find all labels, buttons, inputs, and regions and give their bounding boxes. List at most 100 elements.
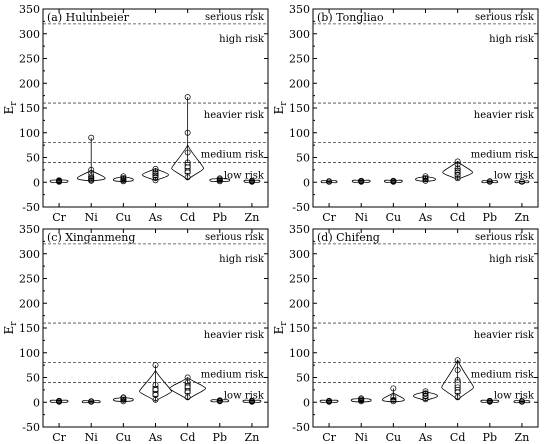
y-tick-label: 200 [19, 77, 40, 90]
data-point [422, 396, 429, 403]
risk-label: high risk [489, 34, 535, 45]
y-tick-label: -50 [292, 421, 310, 434]
risk-label: medium risk [201, 150, 265, 161]
y-axis-label: Er [272, 101, 289, 115]
y-axis-label-sub: r [9, 101, 19, 106]
violin-Cu [112, 394, 134, 405]
y-tick-label: 100 [19, 127, 40, 140]
x-tick-label: Ni [85, 211, 99, 224]
risk-label: heavier risk [474, 110, 535, 121]
data-point [454, 165, 461, 172]
risk-label: serious risk [475, 232, 535, 243]
y-tick-label: 50 [296, 152, 310, 165]
y-tick-label: 50 [296, 372, 310, 385]
data-point [56, 397, 63, 404]
risk-label: medium risk [201, 370, 265, 381]
y-tick-label: 350 [19, 223, 40, 236]
data-point [248, 397, 255, 404]
y-tick-label: 0 [303, 176, 310, 189]
data-point [152, 165, 159, 172]
y-tick-label: 0 [33, 176, 40, 189]
y-axis-label-main: E [2, 106, 16, 115]
data-point [120, 396, 127, 403]
panel-title: (d) Chifeng [317, 231, 380, 244]
data-point [454, 367, 461, 374]
data-point [454, 169, 461, 176]
data-point [486, 397, 493, 404]
y-tick-label: -50 [22, 421, 40, 434]
risk-label: high risk [489, 254, 535, 265]
data-point [152, 170, 159, 177]
data-point [120, 394, 127, 401]
data-point [454, 172, 461, 179]
x-tick-label: Cr [52, 431, 66, 444]
y-tick-label: 150 [289, 102, 310, 115]
violin-Cd [169, 374, 207, 401]
x-tick-label: Pb [483, 211, 497, 224]
x-tick-label: As [148, 211, 163, 224]
data-point [358, 177, 365, 184]
panel-1: low risk medium risk heavier risk high risk… [2, 3, 269, 224]
risk-label: high risk [219, 254, 265, 265]
y-tick-label: 50 [26, 152, 40, 165]
risk-label: heavier risk [204, 110, 265, 121]
risk-label: low risk [494, 390, 535, 401]
x-tick-label: Pb [213, 211, 227, 224]
panel-2: low risk medium risk heavier risk high risk… [272, 3, 539, 224]
y-tick-label: 350 [289, 3, 310, 16]
y-axis-label-sub: r [9, 321, 19, 326]
data-point [454, 357, 461, 364]
x-tick-label: Ni [355, 431, 369, 444]
violin-Cr [49, 177, 69, 185]
y-tick-label: 300 [289, 248, 310, 261]
x-tick-label: As [418, 211, 433, 224]
iqr-box [152, 170, 159, 178]
y-tick-label: 100 [289, 347, 310, 360]
x-tick-label: Cd [180, 211, 195, 224]
data-point [120, 398, 127, 405]
panel-4: low risk medium risk heavier risk high risk… [272, 223, 539, 444]
violin-Zn [513, 398, 531, 405]
risk-label: medium risk [471, 150, 535, 161]
data-point [518, 398, 525, 405]
data-point [422, 177, 429, 184]
data-point [152, 362, 159, 369]
y-tick-label: 50 [26, 372, 40, 385]
x-tick-label: Zn [515, 211, 530, 224]
violin-As [139, 362, 172, 403]
x-tick-label: Cu [116, 211, 132, 224]
y-axis-label-main: E [2, 326, 16, 335]
y-tick-label: 0 [303, 396, 310, 409]
y-tick-label: 300 [19, 28, 40, 41]
risk-label: low risk [494, 170, 535, 181]
y-tick-label: 250 [289, 273, 310, 286]
x-tick-label: Cd [450, 431, 465, 444]
x-tick-label: Zn [245, 211, 260, 224]
data-point [120, 176, 127, 183]
violin-Zn [514, 178, 530, 185]
data-point [390, 396, 397, 403]
x-tick-label: As [148, 431, 163, 444]
y-axis-label-sub: r [279, 101, 289, 106]
data-point [88, 398, 95, 405]
violin-Cr [49, 397, 69, 405]
data-point [518, 178, 525, 185]
violin-Cd [171, 94, 205, 181]
y-axis-label: Er [2, 101, 19, 115]
risk-label: medium risk [471, 370, 535, 381]
violin-Cu [383, 177, 403, 185]
violin-Cu [381, 385, 405, 405]
x-tick-label: Cd [450, 211, 465, 224]
x-tick-label: Pb [213, 431, 227, 444]
x-tick-label: Ni [355, 211, 369, 224]
risk-label: heavier risk [474, 330, 535, 341]
data-point [216, 397, 223, 404]
risk-label: low risk [224, 170, 265, 181]
panel-3: low risk medium risk heavier risk high risk… [2, 223, 269, 444]
x-tick-label: Ni [85, 431, 99, 444]
data-point [454, 158, 461, 165]
violin-Pb [210, 397, 230, 405]
violin-Ni [350, 395, 372, 405]
y-tick-label: 200 [19, 297, 40, 310]
